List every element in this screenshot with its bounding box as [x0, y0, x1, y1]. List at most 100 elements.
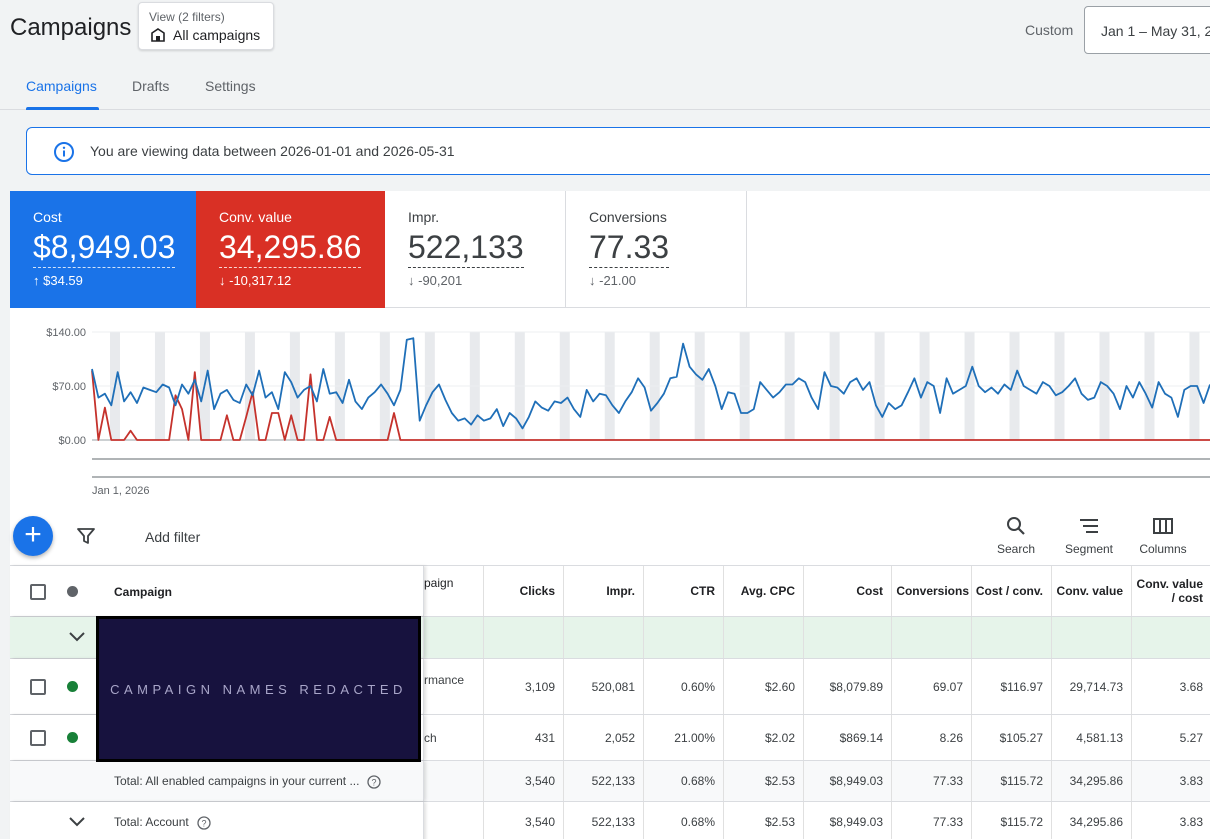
tab-campaigns[interactable]: Campaigns: [26, 78, 97, 94]
view-selector[interactable]: View (2 filters) All campaigns: [138, 2, 274, 50]
clicks-cell: 3,109: [484, 659, 564, 714]
series-line-0: [91, 337, 1210, 430]
scorecard-label: Conversions: [589, 209, 667, 225]
view-value: All campaigns: [173, 27, 261, 43]
scorecard-cost[interactable]: Cost $8,949.03 ↑ $34.59: [10, 191, 196, 308]
scorecard-label: Conv. value: [219, 209, 292, 225]
search-button[interactable]: Search: [993, 516, 1039, 556]
arrow-up-icon: ↑: [33, 273, 40, 288]
column-header-campaign[interactable]: Campaign: [114, 585, 173, 599]
help-icon[interactable]: ?: [367, 775, 382, 789]
cost-cell: $869.14: [804, 715, 892, 760]
add-filter-button[interactable]: Add filter: [145, 529, 201, 545]
ctr-cell: 0.68%: [644, 802, 724, 839]
columns-label: Columns: [1139, 542, 1187, 556]
status-enabled-icon: [67, 732, 78, 743]
divider: [747, 307, 1210, 308]
arrow-down-icon: ↓: [589, 273, 596, 288]
chevron-down-icon[interactable]: [68, 631, 86, 643]
conv-value-cell: 4,581.13: [1052, 715, 1132, 760]
scorecard-delta: ↓ -10,317.12: [219, 273, 292, 288]
scorecard-value: 34,295.86: [219, 229, 362, 268]
active-tab-indicator: [26, 107, 99, 110]
avg-cpc-cell: $2.02: [724, 715, 804, 760]
conversions-cell: 69.07: [892, 659, 972, 714]
x-tick-label: Jan 1, 2026: [92, 485, 150, 497]
cost-cell: $8,079.89: [804, 659, 892, 714]
page-title: Campaigns: [10, 14, 132, 41]
ctr-cell: 0.68%: [644, 761, 724, 801]
cost-conv-cell: $105.27: [972, 715, 1052, 760]
campaign-names-redaction: CAMPAIGN NAMES REDACTED: [96, 616, 421, 762]
scorecard-label: Impr.: [408, 209, 440, 225]
svg-text:?: ?: [201, 818, 206, 828]
status-header-icon: [67, 586, 78, 597]
date-mode-label: Custom: [1025, 22, 1074, 38]
columns-button[interactable]: Columns: [1135, 516, 1191, 556]
cost-conv-cell: $115.72: [972, 802, 1052, 839]
column-header-cost[interactable]: Cost: [804, 566, 892, 616]
conv-value-cost-cell: 3.83: [1132, 761, 1210, 801]
conv-value-cost-cell: 3.83: [1132, 802, 1210, 839]
y-tick-label: $0.00: [58, 435, 86, 447]
chevron-down-icon[interactable]: [68, 816, 86, 828]
segment-label: Segment: [1064, 542, 1114, 556]
total-label: Total: Account?: [114, 815, 211, 830]
column-header-conv-value[interactable]: Conv. value: [1052, 566, 1132, 616]
ctr-cell: 21.00%: [644, 715, 724, 760]
conv-value-cell: 34,295.86: [1052, 761, 1132, 801]
scorecard-conv-value[interactable]: Conv. value 34,295.86 ↓ -10,317.12: [196, 191, 385, 308]
impr-cell: 522,133: [564, 802, 644, 839]
add-button[interactable]: +: [13, 516, 53, 556]
date-range-value: Jan 1 – May 31, 2026: [1101, 23, 1210, 39]
column-header-campaign-type[interactable]: paign: [424, 566, 484, 616]
frozen-column-header: Campaign: [10, 566, 424, 616]
row-checkbox[interactable]: [30, 679, 46, 695]
row-checkbox[interactable]: [30, 730, 46, 746]
columns-icon: [1153, 518, 1173, 534]
scorecard-value: $8,949.03: [33, 229, 176, 268]
conv-value-cell: 29,714.73: [1052, 659, 1132, 714]
cost-cell: $8,949.03: [804, 802, 892, 839]
total-row-account: 3,540 522,133 0.68% $2.53 $8,949.03 77.3…: [10, 802, 1210, 839]
info-banner-text: You are viewing data between 2026-01-01 …: [90, 143, 455, 159]
filter-icon[interactable]: [77, 528, 95, 544]
tab-drafts[interactable]: Drafts: [132, 78, 170, 94]
avg-cpc-cell: $2.53: [724, 761, 804, 801]
select-all-checkbox[interactable]: [30, 584, 46, 600]
conv-value-cost-cell: 5.27: [1132, 715, 1210, 760]
scorecard-delta: ↓ -21.00: [589, 273, 636, 288]
segment-icon: [1080, 519, 1098, 533]
impr-cell: 2,052: [564, 715, 644, 760]
overview-card: Cost $8,949.03 ↑ $34.59 Conv. value 34,2…: [10, 191, 1210, 839]
column-header-cost-conv[interactable]: Cost / conv.: [972, 566, 1052, 616]
scorecard-delta: ↓ -90,201: [408, 273, 463, 288]
scorecard-label: Cost: [33, 209, 62, 225]
segment-button[interactable]: Segment: [1060, 516, 1118, 556]
total-row-enabled: 3,540 522,133 0.68% $2.53 $8,949.03 77.3…: [10, 761, 1210, 802]
cost-conv-cell: $115.72: [972, 761, 1052, 801]
avg-cpc-cell: $2.60: [724, 659, 804, 714]
column-header-ctr[interactable]: CTR: [644, 566, 724, 616]
cost-cell: $8,949.03: [804, 761, 892, 801]
arrow-down-icon: ↓: [219, 273, 226, 288]
help-icon[interactable]: ?: [197, 816, 211, 830]
campaign-type-cell: ch: [424, 715, 484, 760]
scorecard-conversions[interactable]: Conversions 77.33 ↓ -21.00: [566, 191, 747, 308]
search-label: Search: [996, 542, 1036, 556]
tab-bar: Campaigns Drafts Settings: [0, 70, 1210, 110]
performance-chart: $140.00 $70.00 $0.00 Jan 1, 2026: [46, 327, 1210, 497]
column-header-conversions[interactable]: Conversions: [892, 566, 972, 616]
building-icon: [151, 28, 165, 42]
column-header-impr[interactable]: Impr.: [564, 566, 644, 616]
info-banner: You are viewing data between 2026-01-01 …: [26, 127, 1210, 175]
tab-settings[interactable]: Settings: [205, 78, 256, 94]
column-header-clicks[interactable]: Clicks: [484, 566, 564, 616]
date-range-picker[interactable]: Jan 1 – May 31, 2026: [1084, 6, 1210, 54]
column-header-avg-cpc[interactable]: Avg. CPC: [724, 566, 804, 616]
conversions-cell: 77.33: [892, 802, 972, 839]
conversions-cell: 8.26: [892, 715, 972, 760]
scorecard-delta: ↑ $34.59: [33, 273, 83, 288]
column-header-conv-value-cost[interactable]: Conv. value / cost: [1132, 566, 1210, 616]
scorecard-impr[interactable]: Impr. 522,133 ↓ -90,201: [385, 191, 566, 308]
